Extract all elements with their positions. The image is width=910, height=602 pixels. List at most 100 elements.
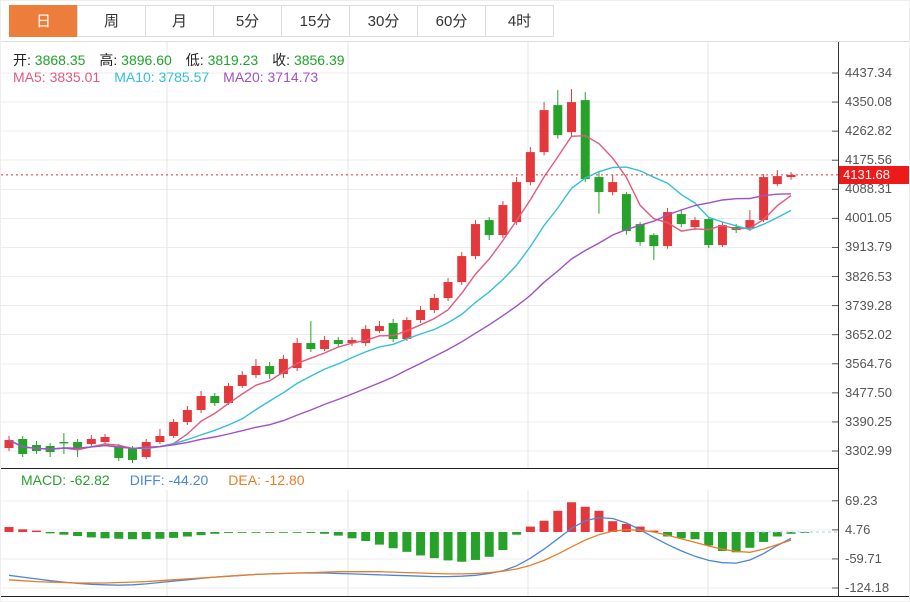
y-axis-label: 4262.82 [845, 123, 892, 139]
y-axis-label: 3739.28 [845, 297, 892, 313]
candle-body [169, 422, 179, 437]
macd-hist-bar [608, 521, 618, 532]
macd-hist-bar [127, 532, 137, 540]
macd-hist-bar [429, 532, 439, 559]
macd-info-row: MACD: -62.82 DIFF: -44.20 DEA: -12.80 [21, 472, 305, 488]
candle-body [100, 437, 110, 442]
macd-hist-bar [265, 532, 275, 533]
candle-body [237, 375, 247, 387]
ma-row-item: MA20: 3714.73 [223, 69, 319, 85]
macd-hist-bar [114, 532, 124, 539]
macd-hist-bar [512, 532, 522, 535]
candle-body [306, 343, 316, 350]
candle-body [786, 174, 796, 178]
macd-hist-bar [306, 532, 316, 533]
candle-body [498, 205, 508, 236]
macd-hist-bar [676, 532, 686, 539]
tab-4时[interactable]: 4时 [485, 5, 554, 37]
macd-hist-bar [45, 532, 55, 534]
macd-hist-bar [484, 532, 494, 557]
tab-日[interactable]: 日 [9, 5, 78, 37]
macd-chart[interactable] [1, 490, 839, 596]
bottom-axis-line [1, 596, 909, 597]
y-axis-label: 4350.08 [845, 94, 892, 110]
y-axis-label: 3652.02 [845, 326, 892, 342]
macd-hist-bar [374, 532, 384, 545]
candle-body [374, 326, 384, 332]
chart-region: 开: 3868.35 高: 3896.60 低: 3819.23 收: 3856.39… [1, 41, 909, 601]
y-axis-label: 3477.50 [845, 384, 892, 400]
candle-body [320, 340, 330, 350]
macd-hist-bar [18, 529, 28, 532]
ma20-line [8, 193, 792, 450]
macd-hist-bar [786, 532, 796, 534]
y-axis-label: -59.71 [845, 550, 882, 566]
ma-row-item: MA5: 3835.01 [13, 69, 101, 85]
candle-body [759, 177, 769, 221]
ohlc-info-row: 开: 3868.35 高: 3896.60 低: 3819.23 收: 3856.39 [13, 50, 345, 70]
candle-body [127, 447, 137, 460]
macd-hist-bar [402, 532, 412, 552]
macd-hist-bar [237, 532, 247, 533]
macd-hist-bar [388, 532, 398, 549]
macd-hist-bar [416, 532, 426, 556]
macd-hist-bar [443, 532, 453, 561]
candle-body [347, 340, 357, 344]
candle-body [388, 323, 398, 340]
y-axis-label: 4088.31 [845, 181, 892, 197]
tab-60分[interactable]: 60分 [417, 5, 486, 37]
macd-hist-bar [567, 502, 577, 532]
candle-body [484, 220, 494, 236]
macd-hist-bar [210, 532, 220, 534]
macd-hist-bar [347, 532, 357, 539]
macd-hist-bar [73, 532, 83, 537]
macd-hist-bar [457, 532, 467, 562]
candle-body [292, 343, 302, 369]
macd-hist-bar [100, 532, 110, 539]
y-axis-label: 3302.99 [845, 443, 892, 458]
candle-body [539, 110, 549, 153]
macd-hist-bar [4, 527, 14, 532]
current-price-badge: 4131.68 [839, 165, 909, 184]
period-tabs: 日周月 5分 15分 30分 60分 4时 [9, 5, 554, 37]
y-axis-label: 3826.53 [845, 268, 892, 284]
macd-hist-bar [525, 526, 535, 532]
macd-row-item: DEA: -12.80 [228, 472, 305, 488]
tab-5分[interactable]: 5分 [213, 5, 282, 37]
macd-hist-bar [86, 532, 96, 538]
macd-hist-bar [621, 523, 631, 532]
candle-body [457, 256, 467, 283]
candle-body [594, 177, 604, 193]
candle-body [676, 214, 686, 225]
candle-body [567, 102, 577, 133]
candle-body [402, 320, 412, 340]
macd-hist-bar [690, 532, 700, 540]
macd-hist-bar [759, 532, 769, 542]
candle-body [525, 152, 535, 183]
candle-body [59, 441, 69, 444]
candle-body [210, 396, 220, 404]
candle-body [86, 439, 96, 444]
candle-body [429, 298, 439, 311]
macd-hist-bar [333, 532, 343, 536]
candle-body [361, 329, 371, 344]
macd-hist-bar [141, 532, 151, 540]
tab-月[interactable]: 月 [145, 5, 214, 37]
tab-周[interactable]: 周 [77, 5, 146, 37]
candle-body [663, 212, 673, 247]
candlestick-chart[interactable] [1, 42, 839, 468]
ohlc-row-item: 高: 3896.60 [99, 52, 172, 68]
tab-15分[interactable]: 15分 [281, 5, 350, 37]
candle-body [224, 386, 234, 404]
macd-hist-bar [580, 506, 590, 532]
candle-body [182, 410, 192, 423]
panel-separator [1, 468, 839, 469]
ma5-line [8, 134, 792, 451]
candle-body [265, 366, 275, 375]
y-axis-label: 4001.05 [845, 210, 892, 226]
tab-30分[interactable]: 30分 [349, 5, 418, 37]
macd-hist-bar [663, 532, 673, 537]
y-axis-label: 4.76 [845, 521, 871, 537]
candle-body [333, 340, 343, 345]
candle-body [635, 224, 645, 243]
